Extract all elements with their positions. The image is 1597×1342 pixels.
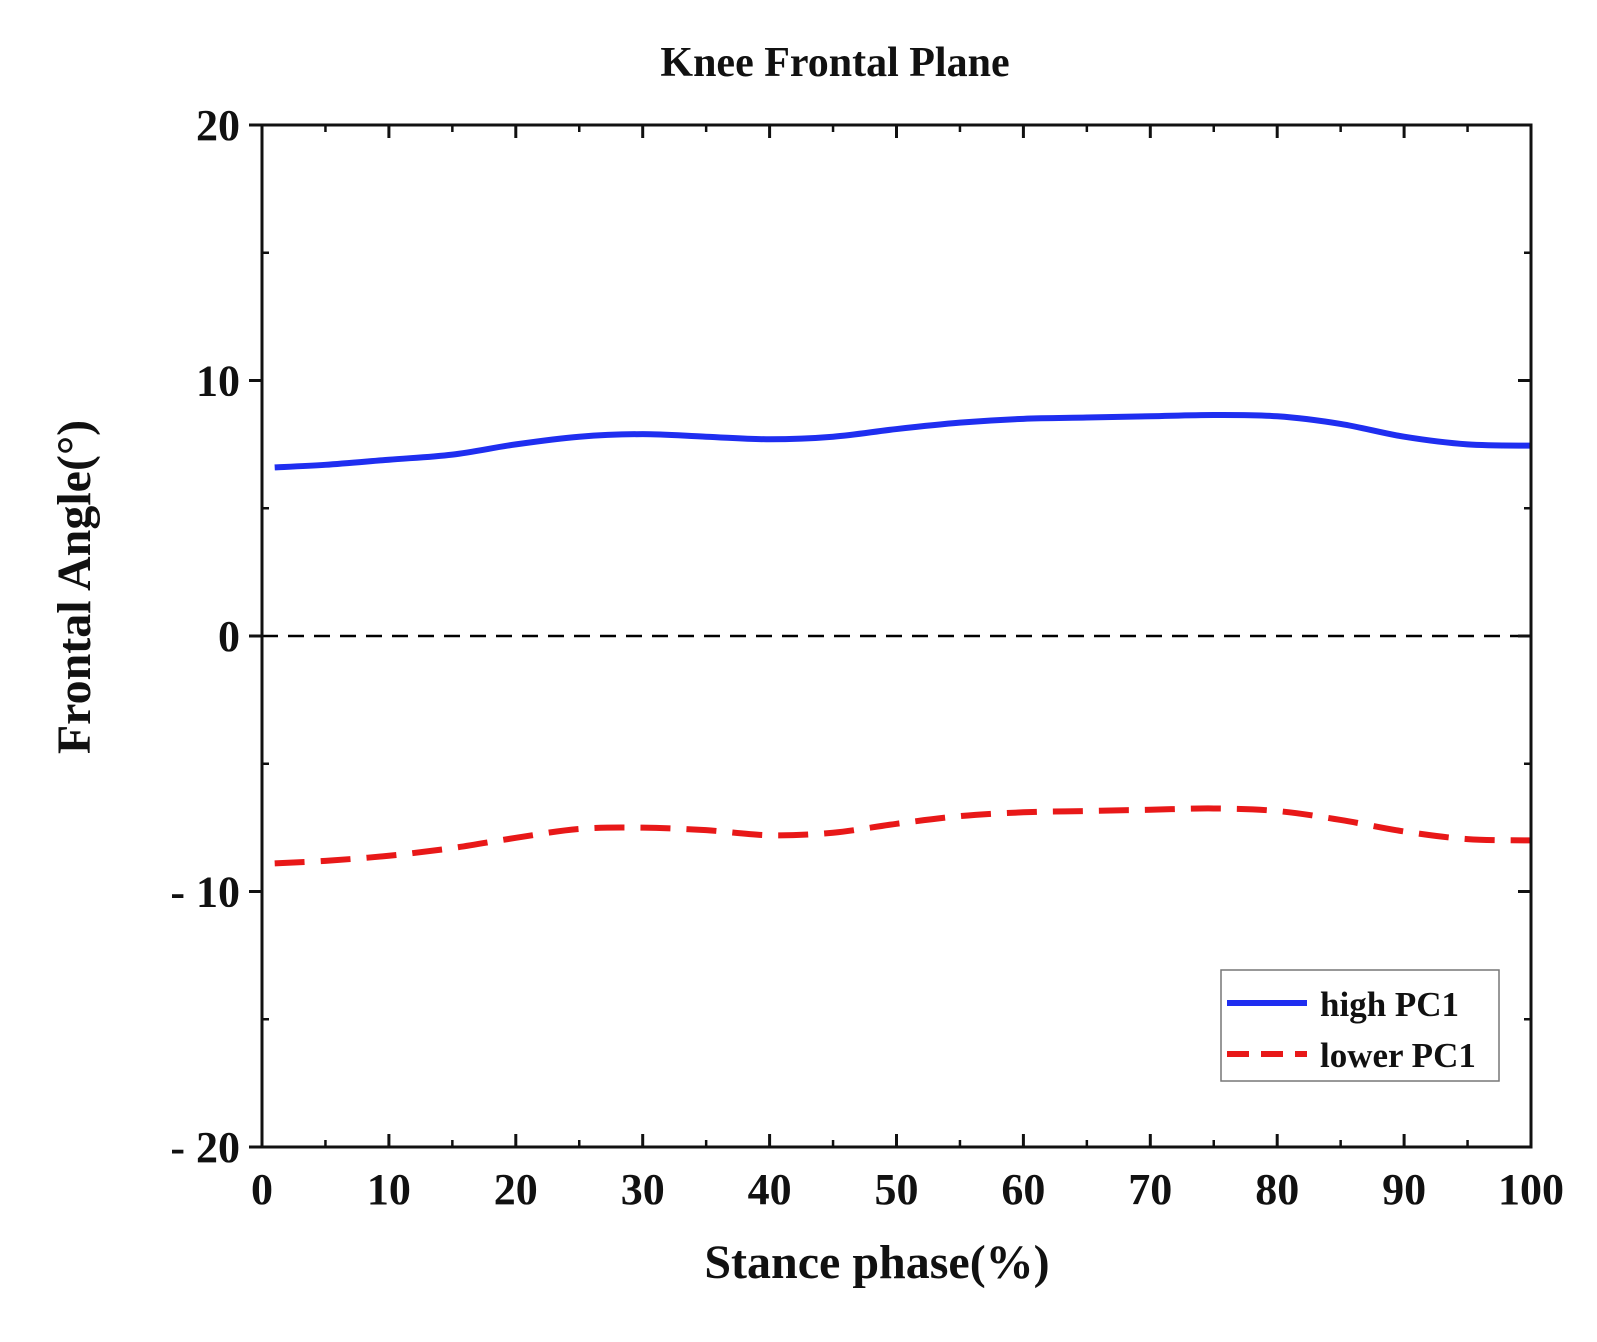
axis-layer: 0 10 20 30 40 50 60 70 80 90 100 - 20 - 10 0 10 20 <box>170 101 1564 1214</box>
x-tick-label: 90 <box>1382 1165 1426 1214</box>
series-line-high-pc1 <box>274 411 1532 471</box>
legend: high PC1 lower PC1 <box>1220 969 1500 1082</box>
legend-label-high-pc1: high PC1 <box>1320 985 1459 1024</box>
x-tick-label: 80 <box>1255 1165 1299 1214</box>
x-tick-label: 50 <box>875 1165 919 1214</box>
x-tick-label: 60 <box>1001 1165 1045 1214</box>
series-line-lower-pc1 <box>274 805 1532 867</box>
y-axis-label: Frontal Angle(°) <box>48 420 101 754</box>
series-layer <box>274 411 1532 867</box>
legend-label-lower-pc1: lower PC1 <box>1320 1036 1476 1075</box>
svg-text:Frontal Angle(°): Frontal Angle(°) <box>48 420 101 754</box>
y-tick-label: 0 <box>218 612 240 661</box>
y-tick-label: 10 <box>196 357 240 406</box>
x-tick-label: 100 <box>1498 1165 1564 1214</box>
chart-title: Knee Frontal Plane <box>660 40 1009 86</box>
legend-box <box>1220 969 1500 1082</box>
x-tick-label: 70 <box>1128 1165 1172 1214</box>
x-tick-label: 0 <box>251 1165 273 1214</box>
y-tick-label: 20 <box>196 101 240 150</box>
x-axis-label: Stance phase(%) <box>704 1236 1049 1289</box>
x-tick-label: 10 <box>367 1165 411 1214</box>
x-tick-label: 30 <box>621 1165 665 1214</box>
x-tick-label: 20 <box>494 1165 538 1214</box>
x-tick-label: 40 <box>748 1165 792 1214</box>
y-tick-label: - 10 <box>170 868 240 917</box>
y-tick-label: - 20 <box>170 1123 240 1172</box>
